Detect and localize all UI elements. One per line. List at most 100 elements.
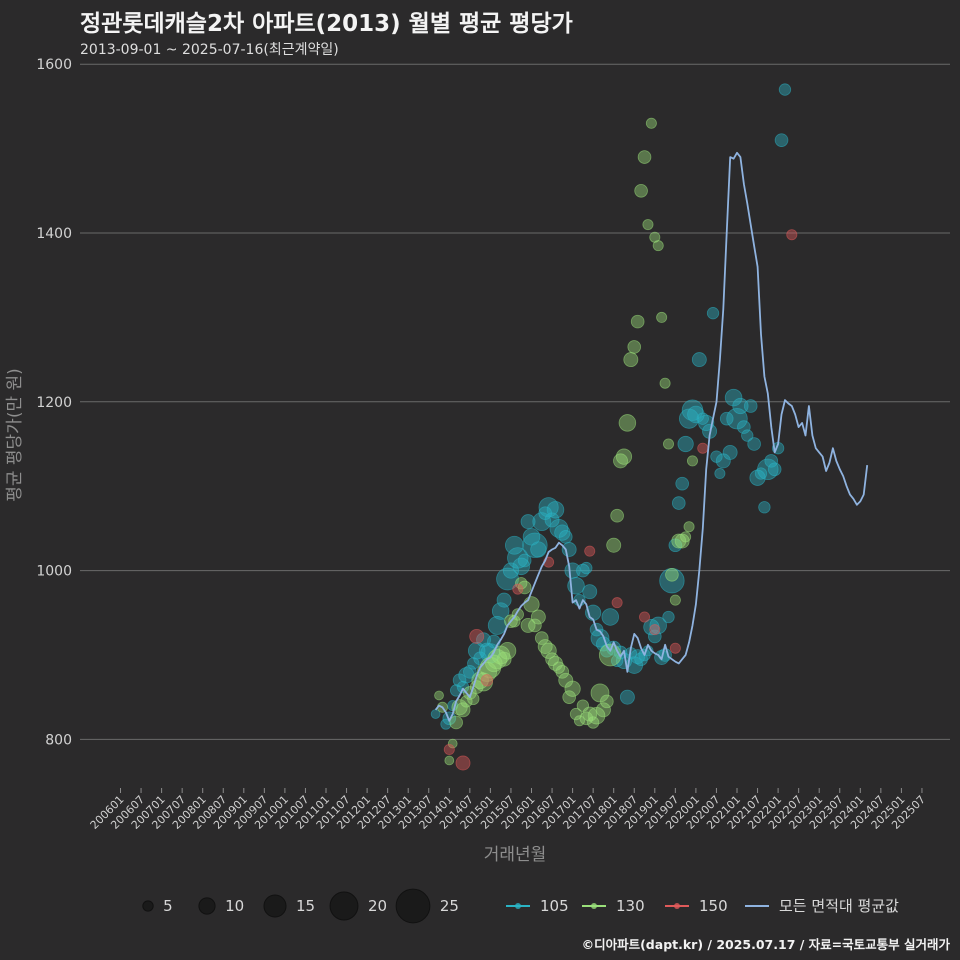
point-130-49 bbox=[598, 643, 622, 667]
y-tick-labels: 800 1000 1200 1400 1600 bbox=[36, 57, 72, 748]
point-150-2 bbox=[469, 628, 485, 644]
grid-layer bbox=[80, 63, 950, 740]
legend-size-5 bbox=[142, 900, 154, 912]
point-105-90 bbox=[743, 399, 758, 413]
point-105-76 bbox=[696, 412, 709, 425]
point-150-11 bbox=[697, 442, 709, 454]
legend-size-label-10: 10 bbox=[225, 897, 244, 915]
y-tick-1200: 1200 bbox=[36, 395, 72, 411]
y-tick-1000: 1000 bbox=[36, 564, 72, 580]
point-105-49 bbox=[601, 608, 620, 626]
point-105-85 bbox=[724, 388, 743, 407]
point-105-20 bbox=[502, 562, 520, 579]
legend-dot-1 bbox=[591, 903, 597, 909]
point-130-28 bbox=[530, 609, 546, 625]
y-tick-1400: 1400 bbox=[36, 226, 72, 242]
y-tick-1600: 1600 bbox=[36, 57, 72, 73]
point-105-51 bbox=[610, 654, 624, 668]
point-130-56 bbox=[627, 340, 642, 354]
average-line bbox=[434, 151, 869, 722]
point-130-64 bbox=[656, 311, 668, 323]
point-105-100 bbox=[778, 83, 792, 96]
point-105-25 bbox=[520, 514, 536, 530]
point-150-8 bbox=[639, 611, 651, 623]
point-105-88 bbox=[737, 420, 751, 434]
point-105-96 bbox=[764, 454, 779, 468]
point-105-23 bbox=[512, 557, 530, 576]
point-130-3 bbox=[447, 738, 458, 749]
point-105-84 bbox=[722, 444, 738, 460]
legend-label-0: 105 bbox=[540, 897, 569, 915]
x-tick-labels: 2006012006072007012007072008012008072009… bbox=[88, 788, 928, 832]
point-105-43 bbox=[582, 584, 598, 600]
point-130-9 bbox=[467, 692, 480, 706]
point-130-37 bbox=[562, 690, 576, 704]
point-130-54 bbox=[618, 414, 637, 432]
source-credit: ©디아파트(dapt.kr) / 2025.07.17 / 자료=국토교통부 실… bbox=[581, 937, 950, 952]
point-130-27 bbox=[528, 618, 542, 633]
point-105-28 bbox=[530, 541, 547, 558]
point-130-67 bbox=[665, 567, 679, 582]
point-130-58 bbox=[634, 184, 648, 198]
point-130-44 bbox=[587, 716, 600, 729]
point-150-4 bbox=[512, 583, 524, 595]
y-axis-title: 평균 평당가(만 원) bbox=[5, 368, 25, 502]
point-130-51 bbox=[610, 508, 624, 523]
legend-label-3: 모든 면적대 평균값 bbox=[779, 897, 899, 915]
point-130-2 bbox=[444, 755, 455, 766]
legend-size-25 bbox=[395, 888, 431, 924]
point-105-8 bbox=[463, 665, 477, 679]
point-105-33 bbox=[546, 501, 565, 519]
point-105-77 bbox=[698, 414, 715, 431]
point-105-6 bbox=[456, 680, 470, 694]
point-130-57 bbox=[630, 314, 645, 329]
average-line-layer bbox=[434, 151, 869, 722]
point-105-66 bbox=[662, 610, 675, 624]
legend: 5 10 15 20 25 105 130 150 모든 면적대 평균값 bbox=[142, 888, 899, 924]
point-130-4 bbox=[449, 715, 463, 730]
point-130-19 bbox=[498, 642, 517, 660]
legend-size-20 bbox=[329, 891, 359, 921]
legend-dot-2 bbox=[674, 903, 680, 909]
legend-size-label-5: 5 bbox=[163, 897, 173, 915]
point-105-95 bbox=[757, 458, 779, 481]
point-150-12 bbox=[786, 229, 798, 241]
point-105-22 bbox=[507, 547, 529, 569]
point-105-69 bbox=[671, 496, 686, 510]
legend-size-label-25: 25 bbox=[440, 897, 459, 915]
point-130-69 bbox=[671, 533, 687, 549]
point-105-87 bbox=[732, 397, 749, 415]
point-150-9 bbox=[649, 624, 661, 636]
point-130-59 bbox=[637, 150, 652, 164]
point-105-37 bbox=[561, 542, 577, 557]
point-105-24 bbox=[517, 553, 532, 568]
point-130-46 bbox=[590, 683, 610, 703]
legend-size-15 bbox=[263, 894, 287, 918]
page-subtitle: 2013-09-01 ~ 2025-07-16(최근계약일) bbox=[80, 42, 339, 58]
point-105-9 bbox=[467, 657, 480, 670]
point-130-50 bbox=[606, 537, 622, 553]
point-130-65 bbox=[659, 377, 671, 389]
point-105-7 bbox=[458, 667, 475, 684]
point-105-71 bbox=[677, 435, 694, 453]
point-130-25 bbox=[520, 617, 536, 633]
point-105-19 bbox=[496, 567, 519, 591]
legend-label-2: 150 bbox=[699, 897, 728, 915]
legend-label-1: 130 bbox=[616, 897, 645, 915]
point-130-66 bbox=[663, 438, 675, 450]
point-105-36 bbox=[558, 530, 573, 544]
point-105-5 bbox=[452, 673, 467, 688]
point-105-75 bbox=[691, 352, 707, 368]
point-105-79 bbox=[706, 307, 720, 320]
point-105-29 bbox=[532, 512, 552, 532]
point-105-93 bbox=[754, 467, 768, 480]
point-130-71 bbox=[680, 531, 692, 543]
point-130-29 bbox=[534, 631, 549, 645]
point-105-91 bbox=[747, 437, 761, 451]
point-150-7 bbox=[611, 597, 623, 609]
point-130-48 bbox=[600, 694, 614, 709]
point-130-35 bbox=[555, 665, 570, 679]
scatter-points bbox=[430, 83, 798, 771]
point-130-72 bbox=[683, 521, 695, 533]
